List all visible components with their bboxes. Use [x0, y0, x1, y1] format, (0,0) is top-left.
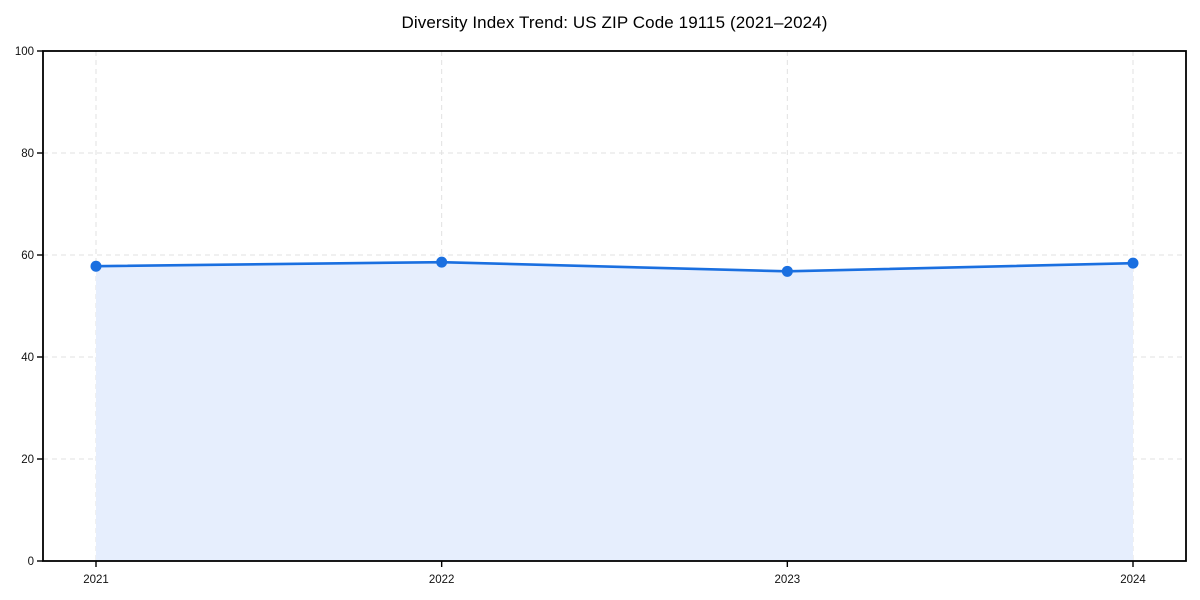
- data-point-marker: [436, 256, 448, 268]
- chart-title: Diversity Index Trend: US ZIP Code 19115…: [401, 13, 828, 32]
- y-axis-tick-label: 60: [21, 250, 34, 262]
- y-axis-tick-label: 20: [21, 454, 34, 466]
- data-point-marker: [90, 260, 102, 272]
- trend-line: [94, 260, 1135, 273]
- x-axis-tick-label: 2022: [429, 574, 455, 586]
- x-axis-tick-label: 2021: [83, 574, 109, 586]
- y-axis-tick-label: 0: [28, 556, 34, 568]
- x-axis-tick-label: 2024: [1120, 574, 1146, 586]
- data-point-marker: [781, 265, 793, 277]
- area-fill: [96, 262, 1133, 561]
- plot-border: [42, 50, 1187, 562]
- x-axis-tick-label: 2023: [775, 574, 801, 586]
- y-axis-tick-label: 80: [21, 148, 34, 160]
- y-axis-tick-label: 100: [15, 46, 34, 58]
- y-axis-tick-label: 40: [21, 352, 34, 364]
- data-point-marker: [1127, 257, 1139, 269]
